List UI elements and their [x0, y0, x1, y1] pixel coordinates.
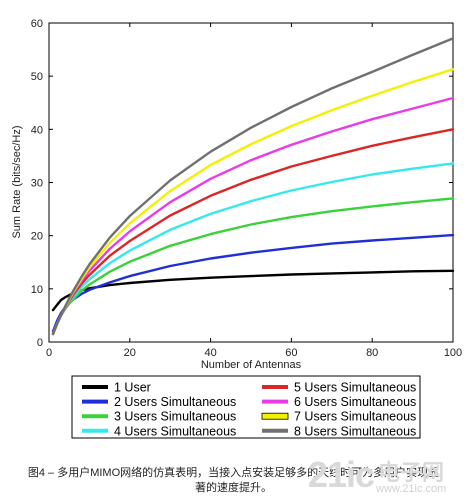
figure-caption-line-1: 图4 – 多用户MIMO网络的仿真表明，当接入点安装足够多的天线时可为多用户实现…	[27, 467, 440, 479]
series-line-1	[51, 269, 455, 312]
figure-caption-line-2: 著的速度提升。	[195, 482, 272, 494]
legend-label-5: 5 Users Simultaneous	[294, 381, 416, 395]
legend-label-8: 8 Users Simultaneous	[294, 424, 416, 438]
y-tick-label: 0	[37, 337, 43, 349]
watermark-logo: 21ic 电子网 www.21ic.com	[308, 452, 463, 498]
series-lines	[51, 37, 455, 336]
y-axis-label: Sum Rate (bits/sec/Hz)	[11, 125, 23, 238]
y-tick-label: 10	[31, 284, 43, 296]
legend-label-4: 4 Users Simultaneous	[114, 424, 236, 438]
y-tick-label: 20	[31, 231, 43, 243]
watermark-chinese: 电子网	[378, 460, 445, 485]
y-tick-label: 60	[31, 18, 43, 30]
x-tick-label: 60	[285, 347, 297, 359]
y-tick-label: 50	[31, 71, 43, 83]
plot-area	[48, 22, 454, 343]
x-tick-label: 40	[204, 347, 216, 359]
x-tick-label: 100	[444, 347, 462, 359]
legend-box	[71, 375, 421, 439]
axis-ticks: 0 20 40 60 80 100 0 10 20 30 40 50 60	[31, 18, 462, 359]
watermark-number: 21ic	[308, 454, 375, 495]
legend-label-6: 6 Users Simultaneous	[294, 395, 416, 409]
series-line-8	[51, 37, 455, 336]
legend-label-1: 1 User	[114, 381, 151, 395]
legend-label-2: 2 Users Simultaneous	[114, 395, 236, 409]
y-tick-label: 30	[31, 178, 43, 190]
y-tick-label: 40	[31, 124, 43, 136]
legend-label-7: 7 Users Simultaneous	[294, 410, 416, 424]
x-axis-label: Number of Antennas	[201, 359, 302, 371]
legend-swatch-7	[261, 412, 289, 420]
x-tick-label: 20	[124, 347, 136, 359]
x-tick-label: 80	[366, 347, 378, 359]
legend-label-3: 3 Users Simultaneous	[114, 410, 236, 424]
x-tick-label: 0	[46, 347, 52, 359]
watermark-url: www.21ic.com	[376, 483, 447, 495]
